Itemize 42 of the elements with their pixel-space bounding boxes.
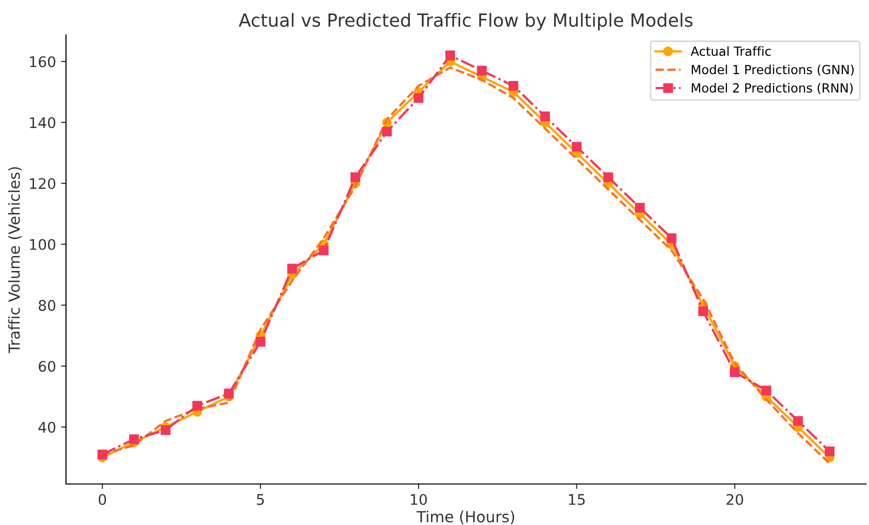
y-tick-label: 40 <box>38 422 56 433</box>
point <box>824 446 834 456</box>
point <box>603 172 614 182</box>
x-tick-label: 5 <box>256 494 264 506</box>
y-tick-label: 100 <box>30 238 56 250</box>
y-axis-title: Traffic Volume (Vehicles) <box>8 167 22 354</box>
point <box>730 367 740 378</box>
point <box>414 93 424 103</box>
legend-label: Model 1 Predictions (GNN) <box>692 64 854 76</box>
point <box>98 450 108 460</box>
y-tick-label: 140 <box>30 117 56 128</box>
point <box>224 388 234 398</box>
legend-label: Model 2 Predictions (RNN) <box>692 82 853 94</box>
legend-label: Actual Traffic <box>690 46 771 56</box>
point <box>635 202 645 213</box>
x-tick-label: 0 <box>98 494 106 506</box>
point <box>698 306 708 316</box>
point <box>350 172 360 182</box>
point <box>540 111 550 122</box>
y-tick-label: 120 <box>30 178 56 190</box>
point <box>129 434 139 444</box>
chart-title: Actual vs Predicted Traffic Flow by Multiple Models <box>238 12 693 30</box>
point <box>476 66 487 76</box>
point <box>445 50 456 60</box>
x-tick-label: 20 <box>726 494 744 506</box>
point <box>318 246 329 256</box>
point <box>666 233 676 244</box>
point <box>793 416 803 426</box>
point <box>508 81 518 91</box>
x-tick-label: 10 <box>410 494 427 506</box>
x-tick-label: 15 <box>568 494 585 506</box>
point <box>762 386 772 396</box>
x-axis-title: Time (Hours) <box>416 510 514 524</box>
point <box>382 126 392 136</box>
point <box>572 142 582 152</box>
point <box>256 336 266 347</box>
y-tick-label: 80 <box>38 300 56 311</box>
y-tick-label: 60 <box>38 360 56 372</box>
point <box>160 425 170 435</box>
y-tick-label: 160 <box>30 56 56 68</box>
point <box>287 264 297 274</box>
point <box>192 400 202 411</box>
